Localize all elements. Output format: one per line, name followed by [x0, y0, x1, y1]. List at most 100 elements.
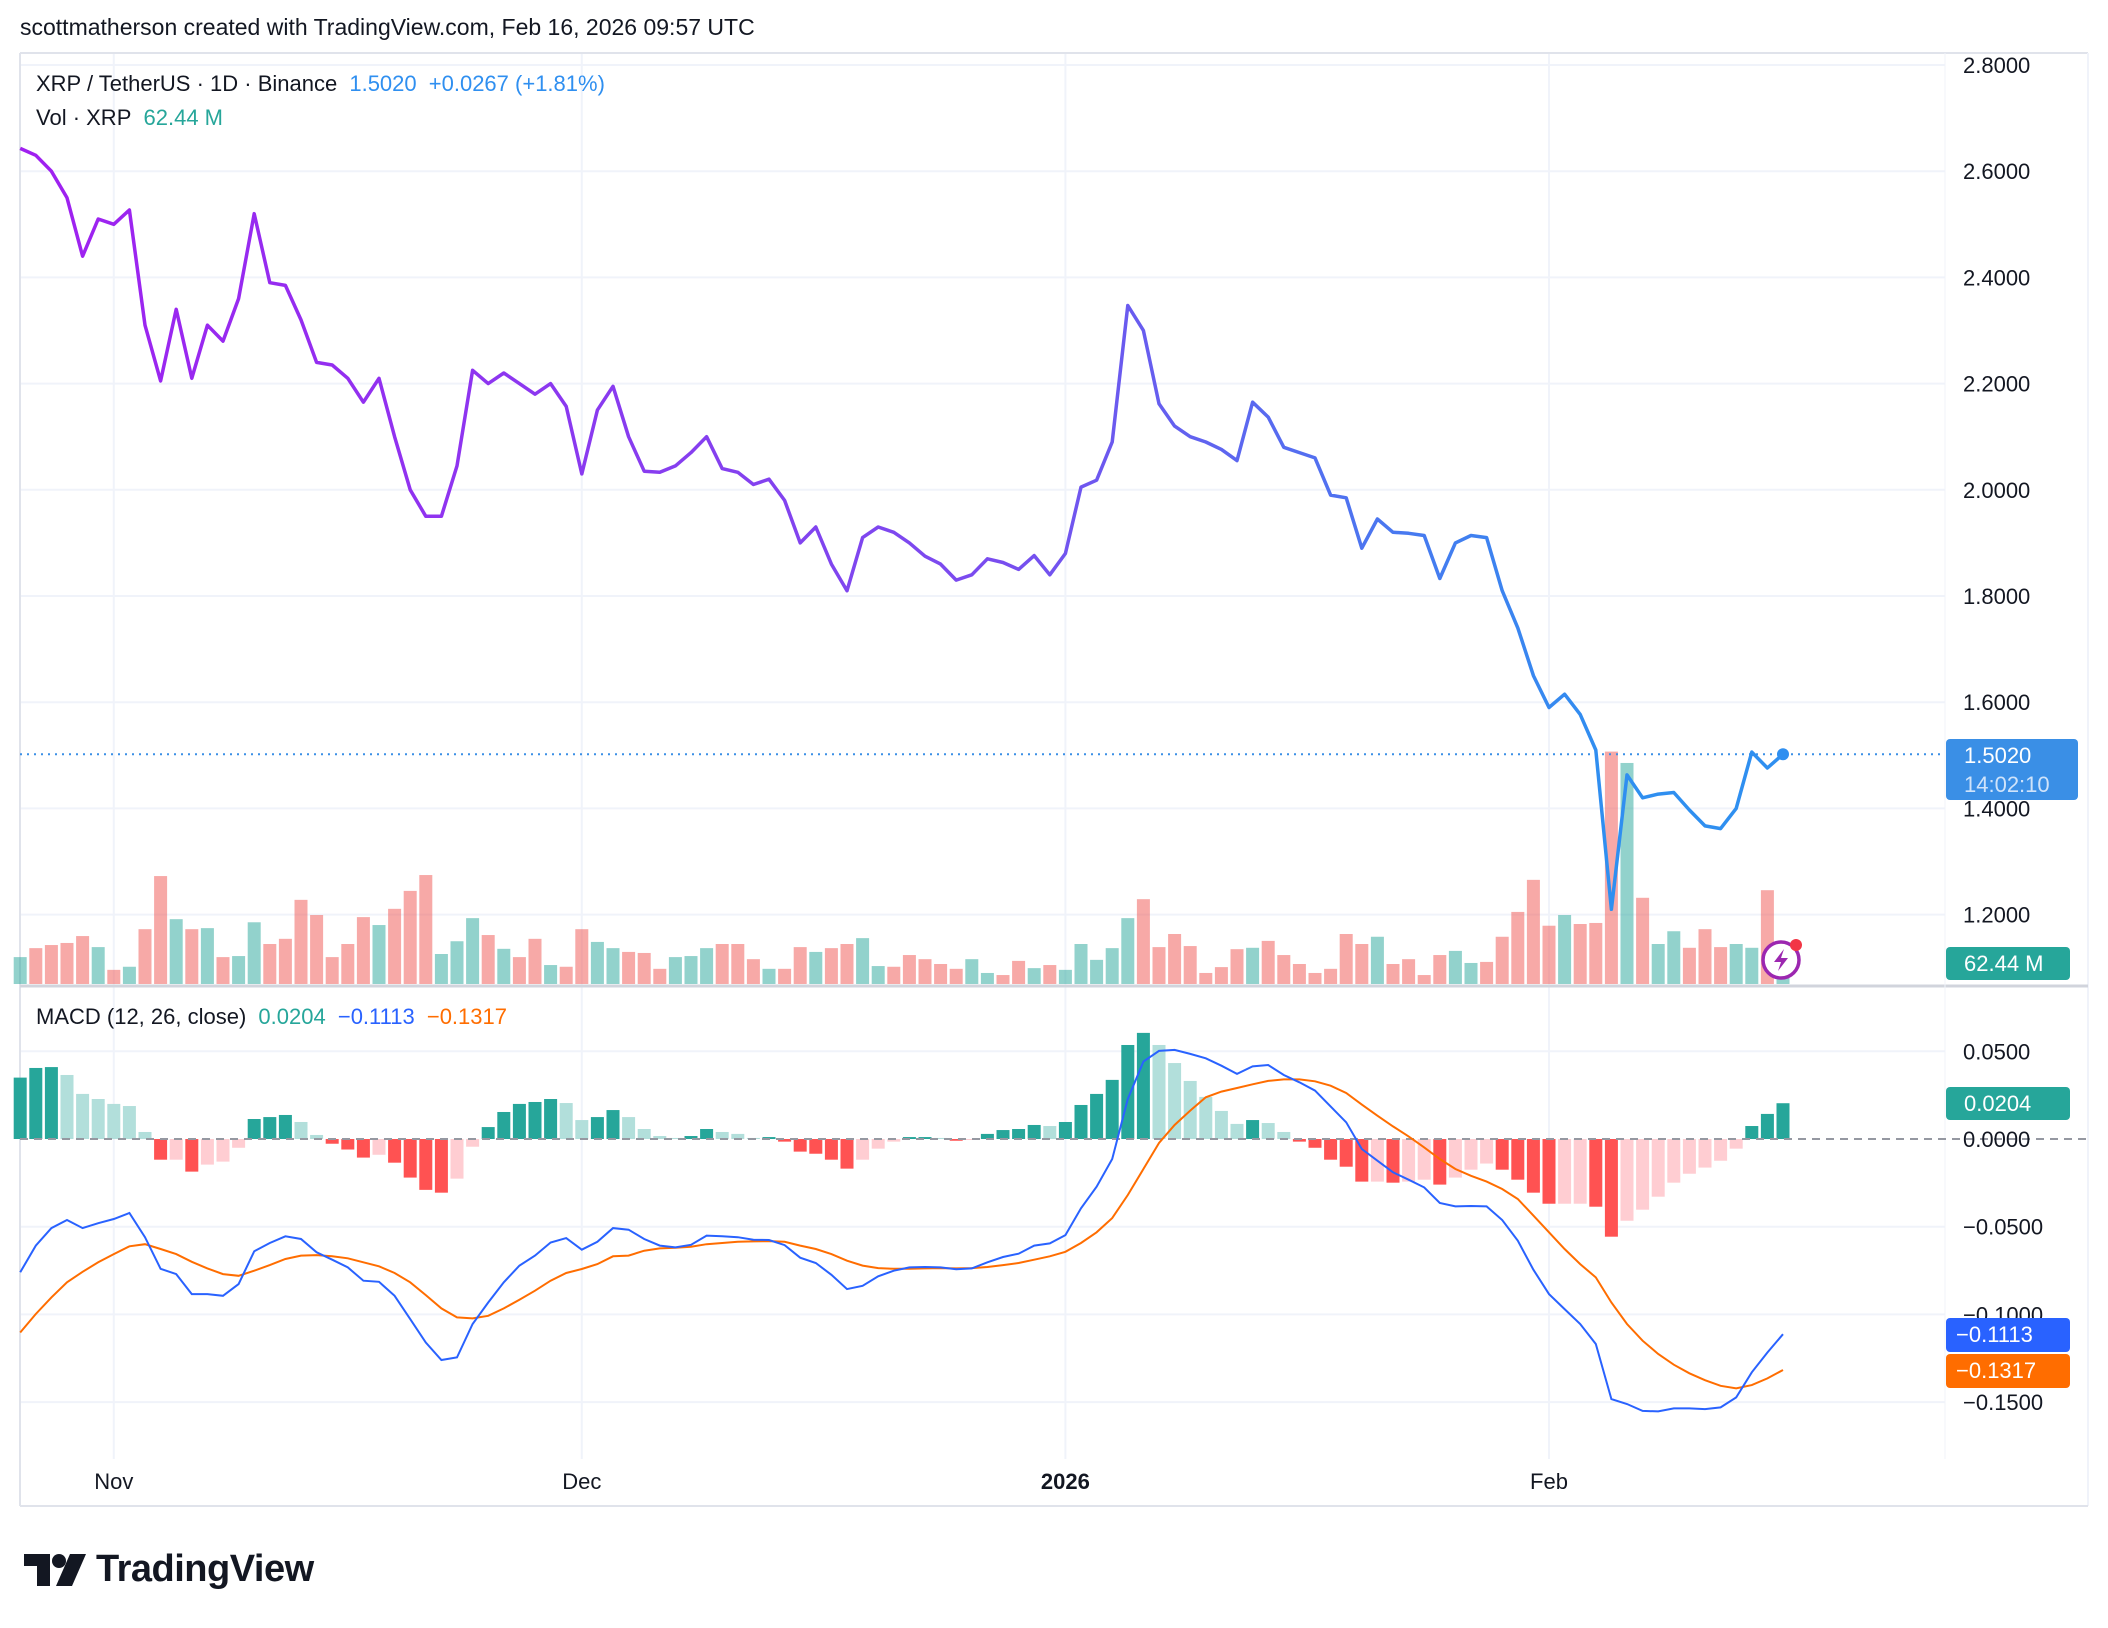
macd-histogram-bar: [1168, 1063, 1182, 1139]
volume-bar: [1495, 936, 1509, 984]
macd-histogram-bar: [1136, 1032, 1150, 1139]
macd-histogram-bar: [544, 1099, 558, 1139]
volume-bar: [388, 908, 402, 984]
macd-histogram-bar: [778, 1139, 792, 1142]
volume-bar: [996, 975, 1010, 984]
volume-bar: [965, 959, 979, 984]
macd-histogram-bar: [934, 1137, 948, 1139]
price-line: [19, 146, 1785, 912]
macd-histogram-bar: [809, 1139, 823, 1154]
time-tick-label: Feb: [1530, 1469, 1568, 1494]
volume-bar: [653, 968, 667, 984]
volume-bar: [824, 948, 838, 984]
tradingview-logo-text: TradingView: [96, 1548, 314, 1590]
macd-histogram-bar: [1573, 1139, 1587, 1204]
macd-legend[interactable]: MACD (12, 26, close) 0.0204 −0.1113 −0.1…: [36, 1004, 513, 1030]
price-axis[interactable]: 2.8000 2.6000 2.4000 2.2000 2.0000 1.8000 1.60…: [1963, 53, 2030, 928]
volume-label: Vol · XRP: [36, 105, 132, 130]
macd-histogram-bar: [980, 1133, 994, 1139]
volume-legend[interactable]: Vol · XRP 62.44 M: [36, 105, 229, 131]
volume-bar: [1339, 934, 1353, 984]
price-tick-label: 1.6000: [1963, 690, 2030, 715]
macd-histogram-bar: [185, 1139, 199, 1172]
volume-bar: [1121, 918, 1135, 984]
volume-bar: [637, 952, 651, 984]
volume-bar: [91, 947, 105, 984]
volume-bar: [122, 966, 136, 984]
volume-bar: [934, 964, 948, 984]
macd-histogram-bar: [1090, 1093, 1104, 1139]
macd-histogram-bar: [1760, 1113, 1774, 1139]
macd-line-badge: −0.1113: [1946, 1318, 2070, 1352]
macd-histogram: [13, 1032, 1790, 1237]
volume-bar: [559, 966, 573, 984]
volume-bar: [622, 951, 636, 984]
tradingview-logo[interactable]: TradingView: [24, 1548, 314, 1591]
volume-bar: [169, 919, 183, 984]
volume-bar: [731, 944, 745, 984]
volume-bar: [1433, 955, 1447, 984]
macd-histogram-bar: [528, 1101, 542, 1139]
macd-histogram-bar: [684, 1136, 698, 1139]
macd-histogram-bar: [29, 1067, 43, 1139]
volume-bar: [902, 955, 916, 984]
symbol-legend[interactable]: XRP / TetherUS · 1D · Binance 1.5020 +0.…: [36, 71, 611, 97]
macd-histogram-bar: [622, 1117, 636, 1139]
volume-bar: [1090, 959, 1104, 984]
macd-histogram-bar: [1620, 1139, 1634, 1221]
volume-bar: [793, 947, 807, 984]
macd-histogram-bar: [434, 1139, 448, 1193]
volume-bar: [1370, 936, 1384, 984]
macd-histogram-bar: [856, 1139, 870, 1160]
volume-bar: [60, 942, 74, 984]
volume-bar: [1698, 929, 1712, 984]
macd-histogram-bar: [1355, 1139, 1369, 1182]
macd-histogram-bar: [1464, 1139, 1478, 1170]
macd-signal-badge: −0.1317: [1946, 1354, 2070, 1388]
macd-histogram-bar: [1214, 1110, 1228, 1139]
volume-bar: [1136, 899, 1150, 984]
macd-histogram-bar: [1324, 1139, 1338, 1160]
macd-histogram-bar: [918, 1137, 932, 1139]
macd-histogram-bar: [1776, 1103, 1790, 1139]
lightning-alert-icon[interactable]: [1761, 939, 1802, 980]
macd-histogram-bar: [512, 1103, 526, 1139]
macd-histogram-bar: [1511, 1139, 1525, 1180]
volume-bar: [840, 944, 854, 984]
macd-histogram-bar: [356, 1139, 370, 1158]
macd-histogram-bar: [247, 1119, 261, 1139]
macd-histogram-bar: [497, 1111, 511, 1139]
macd-histogram-bar: [637, 1129, 651, 1139]
macd-histogram-bar: [1526, 1139, 1540, 1193]
volume-bar: [856, 938, 870, 984]
macd-tick-label: −0.0500: [1963, 1215, 2043, 1240]
volume-bar: [1651, 944, 1665, 984]
volume-bar: [1386, 964, 1400, 984]
macd-histogram-bar: [122, 1106, 136, 1139]
last-price-badge-value: 1.5020: [1964, 743, 2032, 768]
macd-histogram-bar: [1386, 1139, 1400, 1183]
price-tick-label: 2.0000: [1963, 478, 2030, 503]
volume-bar: [809, 951, 823, 984]
price-tick-label: 2.8000: [1963, 53, 2030, 78]
macd-histogram-bar: [1745, 1126, 1759, 1139]
macd-label: MACD (12, 26, close): [36, 1004, 247, 1029]
macd-tick-label: −0.1500: [1963, 1390, 2043, 1415]
volume-bar: [1183, 946, 1197, 984]
macd-hist-badge: 0.0204: [1946, 1087, 2070, 1120]
macd-hist-value: 0.0204: [258, 1004, 326, 1029]
macd-histogram-bar: [419, 1139, 433, 1190]
volume-bar: [1542, 925, 1556, 984]
macd-tick-label: 0.0000: [1963, 1127, 2030, 1152]
volume-bar: [450, 941, 464, 984]
volume-bar: [1214, 967, 1228, 984]
price-tick-label: 2.6000: [1963, 159, 2030, 184]
time-axis[interactable]: Nov Dec 2026 Feb: [94, 1469, 1568, 1494]
volume-bar: [544, 965, 558, 984]
macd-histogram-bar: [466, 1139, 480, 1147]
volume-bar: [1729, 944, 1743, 984]
macd-histogram-bar: [1698, 1139, 1712, 1168]
macd-histogram-bar: [996, 1130, 1010, 1139]
